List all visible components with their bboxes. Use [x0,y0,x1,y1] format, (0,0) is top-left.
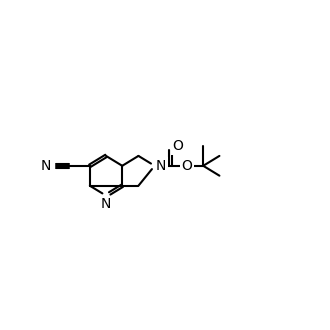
Text: O: O [182,159,192,173]
Text: N: N [40,159,50,173]
Text: N: N [101,197,111,211]
Text: N: N [156,159,166,173]
Text: O: O [172,139,183,153]
